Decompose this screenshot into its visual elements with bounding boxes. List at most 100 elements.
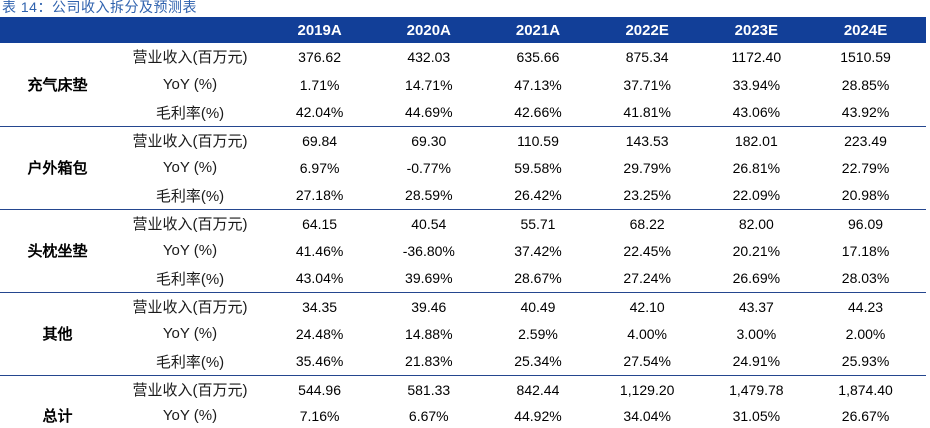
metric-label: 营业收入(百万元)	[132, 216, 248, 234]
value-cell-2019a: 6.97%	[299, 159, 340, 176]
value-cell-2023e: 182.01	[734, 132, 778, 149]
value-cell-2019a: 27.18%	[295, 187, 344, 204]
row-headrest-cushion-revenue: 营业收入(百万元) 64.15 40.54 55.71 68.22 82.00 …	[0, 210, 926, 237]
row-outdoor-bags-gross-margin: 毛利率(%) 27.18% 28.59% 26.42% 23.25% 22.09…	[0, 182, 926, 209]
metric-label: 毛利率(%)	[155, 104, 225, 122]
value-cell-2022e: 29.79%	[623, 159, 671, 176]
value-cell-2023e: 24.91%	[732, 353, 781, 370]
value-cell-2021a: 2.59%	[518, 325, 558, 342]
value-cell-2024e: 44.23	[848, 298, 884, 315]
value-cell-2020a: 21.83%	[405, 353, 453, 370]
value-cell-2020a: 28.59%	[405, 187, 453, 204]
segment-label: 户外箱包	[27, 160, 88, 178]
value-cell-2023e: 43.37	[738, 298, 774, 315]
value-cell-2021a: 59.58%	[514, 159, 562, 176]
value-cell-2019a: 34.35	[302, 298, 338, 315]
value-cell-2020a: 39.46	[411, 298, 447, 315]
value-cell-2019a: 69.84	[302, 132, 338, 149]
value-cell-2019a: 24.48%	[295, 325, 344, 342]
value-cell-2019a: 64.15	[302, 215, 338, 232]
value-cell-2022e: 4.00%	[627, 325, 667, 342]
value-cell-2024e: 28.85%	[841, 76, 890, 93]
value-cell-2019a: 376.62	[298, 48, 341, 65]
value-cell-2023e: 20.21%	[732, 242, 781, 259]
value-cell-2023e: 3.00%	[736, 325, 777, 342]
value-cell-2020a: 39.69%	[405, 270, 453, 287]
value-cell-2019a: 7.16%	[299, 407, 340, 424]
value-cell-2024e: 1,874.40	[838, 381, 893, 398]
value-cell-2020a: 432.03	[407, 48, 451, 65]
table-header-row: 2019A 2020A 2021A 2022E 2023E 2024E	[0, 17, 926, 43]
value-cell-2024e: 1510.59	[840, 48, 891, 65]
value-cell-2019a: 41.46%	[295, 242, 344, 259]
value-cell-2023e: 26.81%	[732, 159, 781, 176]
segment-label: 总计	[42, 408, 73, 426]
segment-label: 头枕坐垫	[27, 243, 88, 261]
row-inflatable-mattress-revenue: 营业收入(百万元) 376.62 432.03 635.66 875.34 11…	[0, 43, 926, 71]
value-cell-2021a: 842.44	[516, 381, 560, 398]
value-cell-2020a: 44.69%	[405, 104, 453, 121]
value-cell-2021a: 28.67%	[514, 270, 562, 287]
value-cell-2024e: 96.09	[848, 215, 884, 232]
column-header-2024e: 2024E	[843, 21, 888, 39]
value-cell-2023e: 1172.40	[731, 48, 782, 65]
value-cell-2019a: 1.71%	[299, 76, 340, 93]
row-total-revenue: 营业收入(百万元) 544.96 581.33 842.44 1,129.20 …	[0, 376, 926, 404]
metric-label: YoY (%)	[162, 76, 218, 93]
metric-label: YoY (%)	[162, 242, 218, 260]
segment-label: 充气床垫	[27, 77, 88, 94]
metric-label: 营业收入(百万元)	[132, 49, 248, 67]
value-cell-2024e: 43.92%	[841, 104, 890, 121]
metric-label: 毛利率(%)	[155, 270, 225, 288]
value-cell-2024e: 22.79%	[841, 159, 890, 176]
column-header-2020a: 2020A	[406, 21, 451, 39]
value-cell-2024e: 26.67%	[841, 407, 890, 424]
metric-label: 营业收入(百万元)	[132, 382, 248, 400]
column-header-2023e: 2023E	[734, 21, 779, 39]
column-header-2022e: 2022E	[625, 21, 669, 39]
value-cell-2019a: 43.04%	[295, 270, 344, 287]
value-cell-2023e: 22.09%	[732, 187, 781, 204]
segment-label: 其他	[42, 326, 73, 344]
value-cell-2023e: 82.00	[738, 215, 774, 232]
row-headrest-cushion-yoy: 头枕坐垫 YoY (%) 41.46% -36.80% 37.42% 22.45…	[0, 237, 926, 264]
metric-label: YoY (%)	[162, 407, 218, 425]
metric-label: 营业收入(百万元)	[132, 299, 248, 317]
row-outdoor-bags-yoy: 户外箱包 YoY (%) 6.97% -0.77% 59.58% 29.79% …	[0, 154, 926, 181]
value-cell-2022e: 875.34	[625, 48, 669, 65]
value-cell-2021a: 635.66	[516, 48, 560, 65]
value-cell-2020a: -0.77%	[406, 159, 451, 176]
value-cell-2022e: 42.10	[629, 298, 665, 315]
row-inflatable-mattress-yoy: 充气床垫 YoY (%) 1.71% 14.71% 47.13% 37.71% …	[0, 71, 926, 99]
value-cell-2024e: 2.00%	[845, 325, 886, 342]
value-cell-2023e: 26.69%	[732, 270, 781, 287]
row-total-yoy: 总计 YoY (%) 7.16% 6.67% 44.92% 34.04% 31.…	[0, 404, 926, 428]
value-cell-2023e: 1,479.78	[729, 381, 784, 398]
value-cell-2020a: 6.67%	[408, 407, 449, 424]
value-cell-2022e: 143.53	[625, 132, 669, 149]
value-cell-2022e: 1,129.20	[619, 381, 675, 398]
row-inflatable-mattress-gross-margin: 毛利率(%) 42.04% 44.69% 42.66% 41.81% 43.06…	[0, 98, 926, 126]
column-header-2019a: 2019A	[297, 21, 342, 39]
value-cell-2023e: 33.94%	[732, 76, 781, 93]
value-cell-2021a: 25.34%	[514, 353, 562, 370]
value-cell-2021a: 47.13%	[514, 76, 562, 93]
value-cell-2022e: 34.04%	[623, 407, 671, 424]
value-cell-2020a: -36.80%	[402, 242, 455, 259]
value-cell-2022e: 68.22	[629, 215, 665, 232]
row-other-gross-margin: 毛利率(%) 35.46% 21.83% 25.34% 27.54% 24.91…	[0, 348, 926, 375]
row-other-revenue: 营业收入(百万元) 34.35 39.46 40.49 42.10 43.37 …	[0, 293, 926, 320]
value-cell-2020a: 14.71%	[405, 76, 453, 93]
segment-group-inflatable-mattress: 营业收入(百万元) 376.62 432.03 635.66 875.34 11…	[0, 43, 926, 126]
value-cell-2024e: 17.18%	[841, 242, 890, 259]
value-cell-2021a: 26.42%	[514, 187, 562, 204]
metric-label: 毛利率(%)	[155, 187, 225, 205]
value-cell-2024e: 28.03%	[841, 270, 890, 287]
column-header-2021a: 2021A	[515, 21, 561, 39]
value-cell-2020a: 14.88%	[405, 325, 453, 342]
row-headrest-cushion-gross-margin: 毛利率(%) 43.04% 39.69% 28.67% 27.24% 26.69…	[0, 265, 926, 292]
value-cell-2024e: 223.49	[844, 132, 887, 149]
value-cell-2023e: 43.06%	[732, 104, 781, 121]
value-cell-2022e: 37.71%	[623, 76, 671, 93]
metric-label: YoY (%)	[162, 325, 218, 343]
